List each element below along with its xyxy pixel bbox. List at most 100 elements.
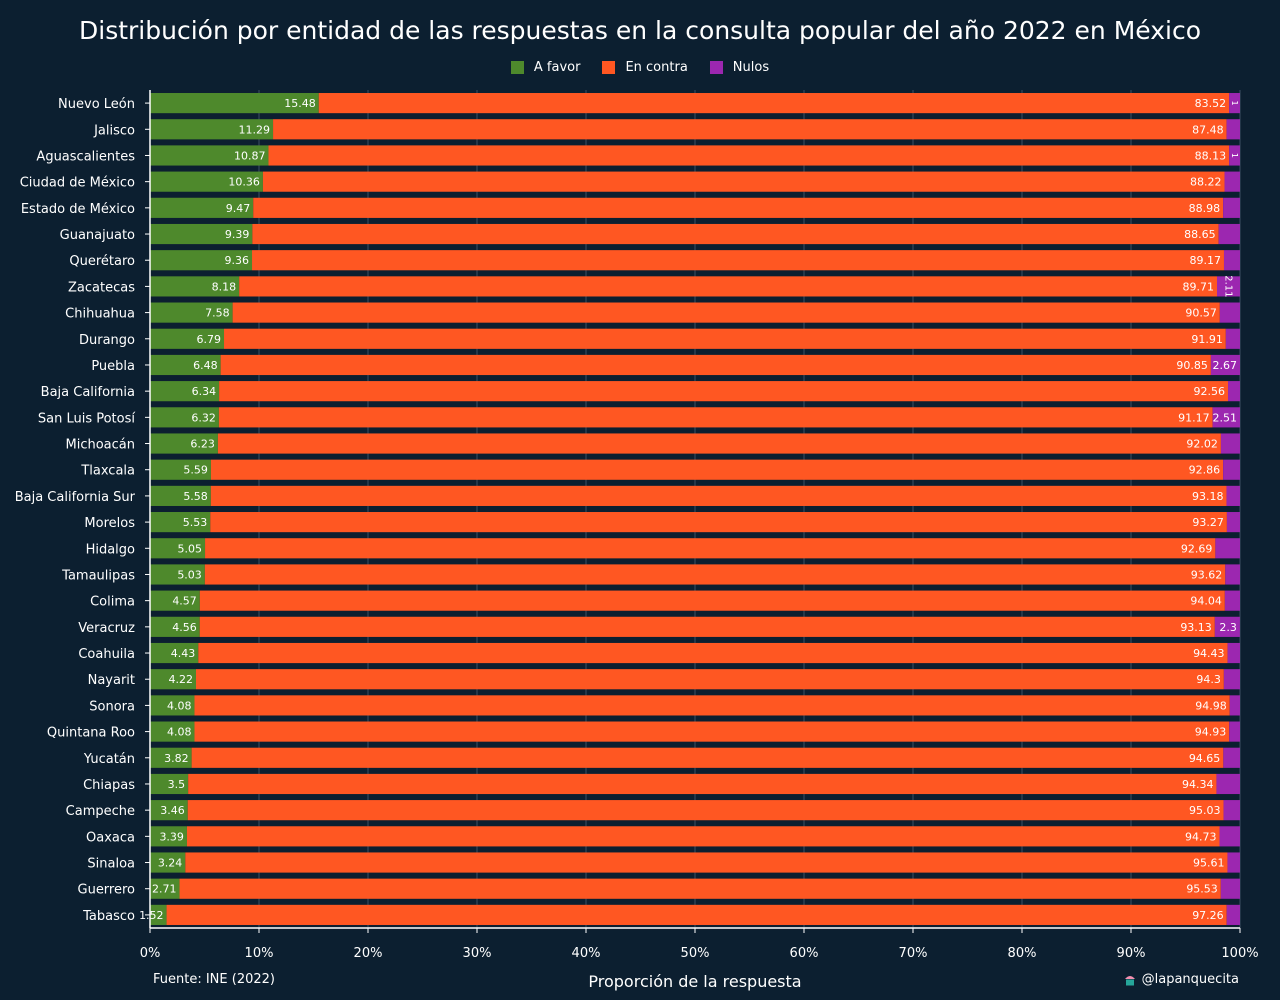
- data-label-a-favor: 9.39: [225, 228, 250, 241]
- y-tick-label: Michoacán: [66, 438, 136, 453]
- y-tick-label: Durango: [79, 333, 135, 348]
- data-label-en-contra: 89.71: [1183, 280, 1215, 293]
- bar-en-contra: [210, 459, 1224, 480]
- bar-en-contra: [210, 512, 1227, 533]
- bar-a-favor: [150, 616, 200, 637]
- y-tick-label: Querétaro: [69, 254, 135, 269]
- y-tick-label: Aguascalientes: [36, 149, 135, 164]
- bar-a-favor: [150, 145, 269, 166]
- bar-nulos: [1223, 747, 1240, 768]
- data-label-a-favor: 10.36: [228, 176, 260, 189]
- data-label-en-contra: 95.53: [1186, 883, 1218, 896]
- bar-en-contra: [268, 145, 1230, 166]
- bar-a-favor: [150, 773, 189, 795]
- data-label-en-contra: 88.13: [1195, 149, 1227, 162]
- data-label-a-favor: 9.36: [225, 254, 250, 267]
- data-label-en-contra: 88.98: [1189, 202, 1221, 215]
- data-label-a-favor: 6.34: [192, 385, 217, 398]
- data-label-en-contra: 94.04: [1190, 595, 1222, 608]
- bar-en-contra: [199, 590, 1225, 611]
- data-label-a-favor: 7.58: [205, 307, 230, 320]
- bar-en-contra: [210, 485, 1227, 506]
- bar-a-favor: [150, 276, 240, 297]
- bar-a-favor: [150, 119, 274, 140]
- bar-a-favor: [150, 381, 220, 402]
- data-label-nulos: 1: [1230, 153, 1239, 158]
- data-label-a-favor: 4.08: [167, 726, 192, 739]
- y-tick-label: Veracruz: [78, 621, 135, 636]
- y-tick-label: Oaxaca: [86, 830, 135, 845]
- bar-nulos: [1210, 354, 1240, 376]
- bar-nulos: [1214, 616, 1240, 637]
- y-tick-label: Colima: [90, 595, 135, 610]
- bar-nulos: [1229, 145, 1240, 166]
- y-tick-label: Baja California: [41, 385, 135, 400]
- data-label-en-contra: 91.17: [1178, 411, 1210, 424]
- x-tick-label: 0%: [140, 946, 161, 961]
- bar-a-favor: [150, 878, 180, 899]
- bar-a-favor: [150, 747, 192, 768]
- data-label-en-contra: 88.22: [1190, 176, 1222, 189]
- bar-nulos: [1229, 721, 1240, 742]
- bar-en-contra: [204, 564, 1226, 585]
- x-tick-label: 50%: [681, 946, 710, 961]
- y-tick-label: Tabasco: [82, 909, 135, 924]
- data-label-a-favor: 4.56: [172, 621, 197, 634]
- bar-en-contra: [232, 302, 1220, 323]
- bar-nulos: [1215, 538, 1240, 559]
- data-label-a-favor: 5.58: [183, 490, 208, 503]
- data-label-en-contra: 91.91: [1191, 333, 1223, 346]
- data-label-a-favor: 6.32: [191, 411, 216, 424]
- data-label-en-contra: 89.17: [1189, 254, 1221, 267]
- bar-nulos: [1224, 590, 1240, 611]
- legend-item-nulos[interactable]: Nulos: [709, 60, 770, 75]
- y-tick-label: Sinaloa: [87, 857, 135, 872]
- data-label-a-favor: 4.57: [172, 595, 197, 608]
- bar-nulos: [1223, 197, 1240, 218]
- data-label-en-contra: 94.98: [1195, 699, 1227, 712]
- source-note: Fuente: INE (2022): [153, 972, 275, 987]
- bar-a-favor: [150, 669, 196, 690]
- data-label-a-favor: 9.47: [226, 202, 251, 215]
- data-label-en-contra: 90.85: [1176, 359, 1208, 372]
- legend-label: A favor: [533, 60, 581, 75]
- x-axis-label: Proporción de la respuesta: [588, 972, 802, 991]
- bar-en-contra: [219, 381, 1229, 402]
- legend-label: Nulos: [732, 60, 770, 75]
- data-label-a-favor: 4.22: [168, 673, 193, 686]
- data-label-a-favor: 3.46: [160, 804, 185, 817]
- data-label-a-favor: 5.53: [183, 516, 208, 529]
- bar-a-favor: [150, 904, 167, 925]
- bar-en-contra: [187, 800, 1224, 821]
- legend-item-en-contra[interactable]: En contra: [602, 60, 688, 75]
- data-label-en-contra: 95.61: [1193, 857, 1225, 870]
- bar-nulos: [1223, 800, 1240, 821]
- bar-nulos: [1217, 276, 1240, 297]
- bar-en-contra: [194, 695, 1230, 716]
- y-tick-label: Campeche: [66, 804, 135, 819]
- bar-a-favor: [150, 93, 319, 114]
- data-label-nulos: 1: [1230, 101, 1239, 106]
- legend-item-a-favor[interactable]: A favor: [510, 60, 581, 75]
- data-label-nulos: 2.3: [1219, 621, 1237, 634]
- bar-en-contra: [195, 669, 1224, 690]
- y-tick-label: Baja California Sur: [15, 490, 136, 505]
- data-label-en-contra: 94.34: [1182, 778, 1214, 791]
- data-label-en-contra: 95.03: [1189, 804, 1221, 817]
- bar-nulos: [1228, 381, 1240, 402]
- bar-en-contra: [220, 354, 1211, 376]
- data-label-en-contra: 87.48: [1192, 123, 1224, 136]
- bar-en-contra: [252, 250, 1224, 271]
- data-label-en-contra: 93.13: [1180, 621, 1212, 634]
- bar-en-contra: [166, 904, 1227, 925]
- data-label-a-favor: 11.29: [239, 123, 271, 136]
- data-label-en-contra: 83.52: [1195, 97, 1227, 110]
- y-tick-label: Jalisco: [93, 123, 135, 138]
- bar-a-favor: [150, 826, 187, 847]
- bar-a-favor: [150, 328, 225, 349]
- data-label-a-favor: 6.79: [197, 333, 222, 346]
- data-label-en-contra: 94.43: [1193, 647, 1225, 660]
- bar-a-favor: [150, 538, 206, 559]
- bar-a-favor: [150, 564, 205, 585]
- legend-label: En contra: [625, 60, 688, 75]
